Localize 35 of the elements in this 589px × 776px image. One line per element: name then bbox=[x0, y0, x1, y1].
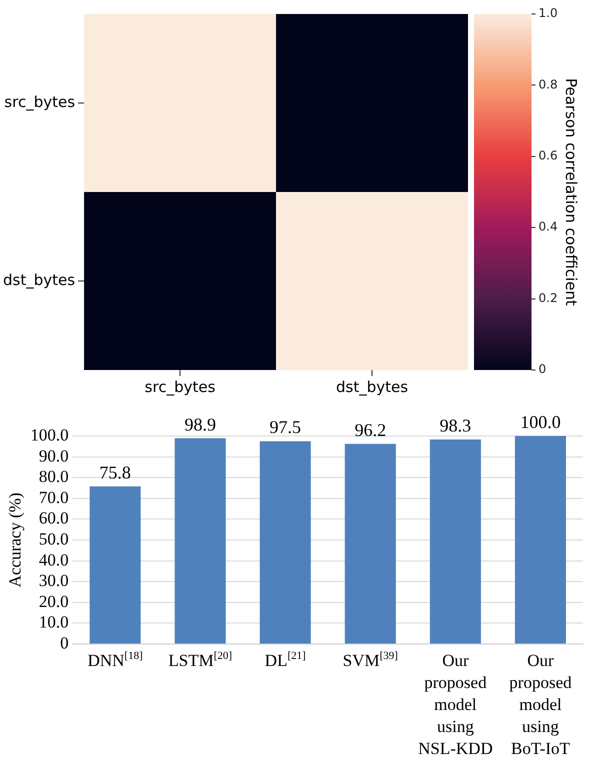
y-axis-title: Accuracy (%) bbox=[6, 492, 25, 588]
data-label: 97.5 bbox=[270, 417, 302, 438]
bar bbox=[514, 436, 566, 644]
bar bbox=[260, 441, 311, 644]
y-tick-label: 40.0 bbox=[38, 550, 69, 570]
bar bbox=[90, 486, 141, 644]
color-bar-label: 0.2 bbox=[538, 290, 558, 305]
y-tick-label: src_bytes bbox=[4, 92, 76, 111]
data-label: 96.2 bbox=[354, 420, 386, 440]
y-tick-label: dst_bytes bbox=[2, 270, 76, 289]
data-label: 98.3 bbox=[440, 416, 472, 436]
x-tick-label: Our proposed model using NSL-KDD bbox=[418, 651, 493, 758]
bar bbox=[344, 444, 396, 644]
bar bbox=[430, 440, 481, 644]
color-bar-label: 0.4 bbox=[538, 220, 558, 234]
y-tick-label: 100.0 bbox=[30, 425, 69, 444]
color-bar-title: Pearson correlation coefficient bbox=[562, 78, 580, 306]
y-tick-label: 90.0 bbox=[38, 446, 69, 466]
y-tick-label: 50.0 bbox=[38, 529, 69, 548]
color-bar-label: 0.6 bbox=[538, 148, 558, 163]
color-bar-label: 1.0 bbox=[538, 6, 558, 20]
data-label: 98.9 bbox=[184, 414, 216, 434]
color-bar-label: 0 bbox=[538, 362, 546, 376]
y-tick-label: 30.0 bbox=[38, 571, 69, 590]
y-tick-label: 80.0 bbox=[38, 467, 69, 486]
color-bar-label: 0.8 bbox=[538, 77, 558, 92]
y-tick-label: 20.0 bbox=[38, 592, 69, 611]
bar bbox=[174, 438, 226, 644]
y-tick-label: 70.0 bbox=[38, 488, 69, 507]
y-tick-label: 10.0 bbox=[38, 612, 69, 632]
x-tick-label: Our proposed model using BoT-IoT bbox=[509, 651, 572, 758]
data-label: 100.0 bbox=[520, 412, 561, 432]
y-tick-label: 60.0 bbox=[38, 508, 69, 528]
data-label: 75.8 bbox=[99, 462, 131, 482]
y-tick-label: 0 bbox=[60, 633, 69, 652]
